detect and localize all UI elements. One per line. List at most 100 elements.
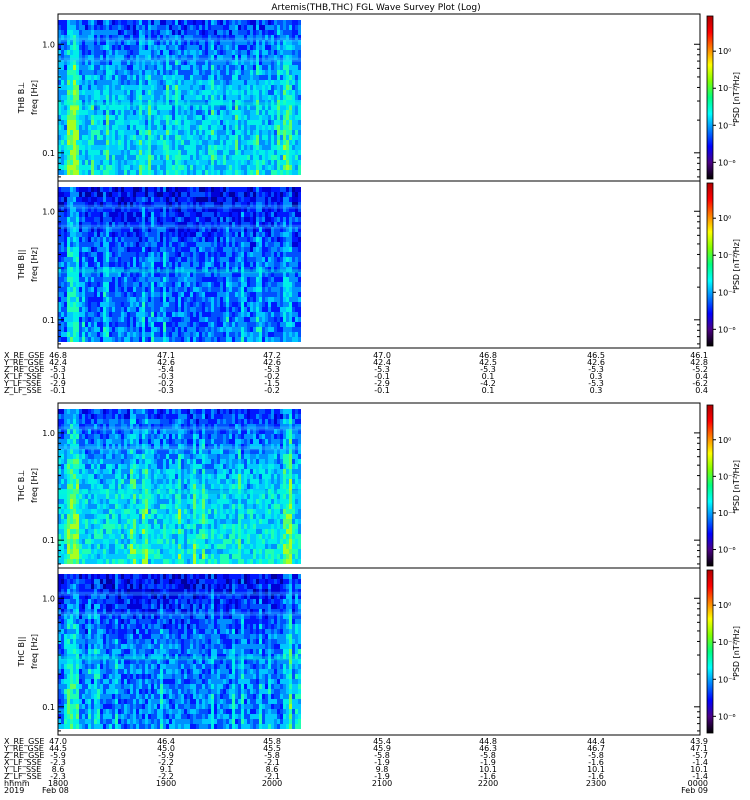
coords-value: 47.1 — [690, 744, 708, 753]
panel-ylabel: THC B⊥ — [17, 470, 26, 503]
date-start: Feb 08 — [42, 786, 69, 795]
narrowband-line — [58, 37, 301, 42]
time-tick-label: 2000 — [262, 779, 282, 788]
coords-value: 42.8 — [690, 358, 708, 367]
time-tick-label: 2200 — [478, 779, 498, 788]
narrowband-line — [58, 269, 301, 274]
coords-value: -1.4 — [692, 758, 708, 767]
narrowband-line — [58, 204, 301, 209]
coords-value: -5.4 — [158, 365, 174, 374]
panel-3: 1.0 0.1 THC B⊥ freq [Hz] 10⁰ 10⁻² 10⁻⁴ 10⁻⁶ PSD … — [17, 402, 741, 569]
coords-value: -5.3 — [480, 365, 496, 374]
y-tick-label: 1.0 — [42, 40, 55, 49]
colorbar-tick-label: 10⁻⁴ — [718, 675, 736, 684]
narrowband-line — [58, 591, 301, 596]
coords-value: -2.3 — [50, 772, 66, 781]
coords-value: 46.1 — [690, 351, 708, 360]
colorbar-tick-label: 10⁻² — [718, 638, 736, 647]
coords-row-label: Y_LF_SSE — [3, 379, 41, 388]
panel-2: 1.0 0.1 THB B|| freq [Hz] 10⁰ 10⁻² 10⁻⁴ 10⁻⁶ PSD… — [17, 180, 741, 349]
coords-value: 42.4 — [373, 358, 391, 367]
coords-value: -0.2 — [158, 379, 174, 388]
coords-value: -5.9 — [50, 751, 66, 760]
coords-value: 8.6 — [52, 765, 65, 774]
coords-value: 44.8 — [479, 737, 497, 746]
narrowband-line — [58, 102, 301, 107]
panel-yunit: freq [Hz] — [30, 247, 39, 282]
coords-value: 45.0 — [157, 744, 175, 753]
coords-row-label: Z_LF_SSE — [4, 772, 42, 781]
date-end: Feb 09 — [681, 786, 708, 795]
colorbar-tick-label: 10⁰ — [718, 47, 731, 56]
coords-value: 46.7 — [587, 744, 605, 753]
coords-value: -5.3 — [588, 379, 604, 388]
spectrogram-panels: 1.0 0.1 THB B⊥ freq [Hz] 10⁰ 10⁻² 10⁻⁴ 10⁻⁶ PSD … — [17, 13, 741, 736]
coords-row-label: Z_LF_SSE — [4, 386, 42, 395]
colorbar-tick-label: 10⁰ — [718, 601, 731, 610]
panel-ylabel: THB B|| — [17, 250, 26, 281]
coords-value: -5.8 — [264, 751, 280, 760]
coords-value: -4.2 — [480, 379, 496, 388]
coords-value: -5.3 — [374, 365, 390, 374]
y-tick-label: 0.1 — [42, 316, 55, 325]
narrowband-line — [58, 57, 301, 62]
coords-value: -0.1 — [374, 386, 390, 395]
coords-value: 44.5 — [49, 744, 67, 753]
coords-value: 45.4 — [373, 737, 391, 746]
spectrogram-cells — [58, 187, 301, 342]
coords-value: 0.3 — [590, 372, 603, 381]
coords-value: -1.9 — [374, 772, 390, 781]
coords-value: 42.5 — [479, 358, 497, 367]
coords-value: 43.9 — [690, 737, 708, 746]
coords-value: 10.1 — [479, 765, 497, 774]
coords-value: -0.1 — [50, 372, 66, 381]
colorbar-tick-label: 10⁻⁶ — [718, 158, 736, 167]
coords-row-label: X_LF_SSE — [4, 372, 42, 381]
date-row-label: 2019 — [4, 786, 24, 795]
coords-row-label: X_LF_SSE — [4, 758, 42, 767]
coords-value: 46.8 — [479, 351, 497, 360]
coords-value: 10.1 — [690, 765, 708, 774]
coords-table-thc: X_RE_GSE 47.0 46.4 45.8 45.4 44.8 44.4 43.9 Y_RE… — [3, 737, 708, 795]
coords-row-label: Y_RE_GSE — [3, 744, 44, 753]
coords-value: 42.4 — [49, 358, 67, 367]
coords-value: -1.6 — [480, 772, 496, 781]
narrowband-line — [58, 446, 301, 451]
plot-title: Artemis(THB,THC) FGL Wave Survey Plot (L… — [271, 3, 480, 13]
coords-value: -1.9 — [480, 758, 496, 767]
colorbar-tick-label: 10⁻⁶ — [718, 325, 736, 334]
coords-value: 46.5 — [587, 351, 605, 360]
panel-ylabel: THB B⊥ — [17, 82, 26, 114]
coords-value: 9.8 — [376, 765, 389, 774]
coords-value: 42.6 — [263, 358, 281, 367]
panel-yunit: freq [Hz] — [30, 80, 39, 115]
coords-value: -5.3 — [588, 365, 604, 374]
coords-table-thb: X_RE_GSE 46.8 47.1 47.2 47.0 46.8 46.5 46.1 Y_RE… — [3, 351, 708, 395]
coords-value: -2.1 — [264, 758, 280, 767]
coords-value: 46.4 — [157, 737, 175, 746]
panel-frame — [57, 180, 701, 349]
coords-value: 47.0 — [49, 737, 67, 746]
coords-value: -5.8 — [480, 751, 496, 760]
coords-value: 45.8 — [263, 737, 281, 746]
colorbar-label: PSD [nT²/Hz] — [732, 239, 741, 290]
coords-value: 0.3 — [590, 386, 603, 395]
colorbar-tick-label: 10⁰ — [718, 436, 731, 445]
coords-value: -2.1 — [264, 772, 280, 781]
coords-value: 8.6 — [266, 765, 279, 774]
coords-value: -2.2 — [158, 772, 174, 781]
narrowband-line — [58, 490, 301, 495]
coords-row-label: Y_RE_GSE — [3, 358, 44, 367]
coords-value: 0.1 — [482, 386, 495, 395]
narrowband-line — [58, 656, 301, 661]
coords-value: 0.4 — [695, 372, 708, 381]
coords-value: -1.9 — [374, 758, 390, 767]
coords-value: -1.5 — [264, 379, 280, 388]
colorbar-tick-label: 10⁻⁶ — [718, 546, 736, 555]
coords-value: -2.3 — [50, 758, 66, 767]
coords-value: -5.9 — [158, 751, 174, 760]
colorbar — [706, 569, 714, 734]
coords-value: -0.3 — [158, 372, 174, 381]
colorbar-tick-label: 10⁻² — [718, 84, 736, 93]
